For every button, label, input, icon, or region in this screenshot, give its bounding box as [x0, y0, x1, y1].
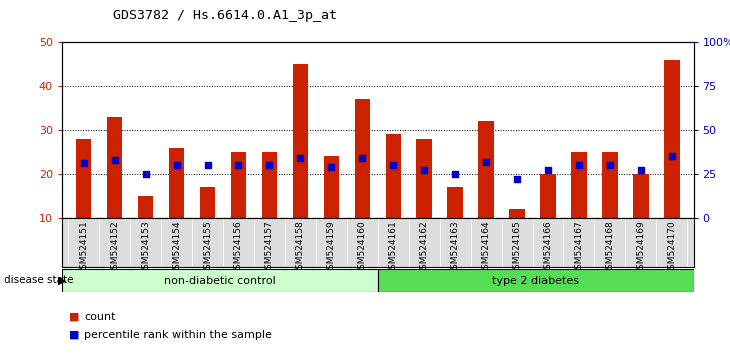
Text: GSM524161: GSM524161	[389, 220, 398, 275]
Text: ■: ■	[69, 312, 80, 322]
Point	[326, 164, 337, 170]
Point	[201, 162, 213, 168]
Text: disease state: disease state	[4, 275, 73, 285]
Text: non-diabetic control: non-diabetic control	[164, 275, 276, 286]
Bar	[107, 117, 123, 218]
Text: count: count	[84, 312, 115, 322]
Point	[139, 171, 151, 177]
Point	[233, 162, 245, 168]
Text: GSM524170: GSM524170	[667, 220, 676, 275]
Bar	[293, 64, 308, 218]
Text: GSM524152: GSM524152	[110, 220, 119, 275]
Text: ■: ■	[69, 330, 80, 339]
Text: GSM524163: GSM524163	[450, 220, 460, 275]
Bar	[572, 152, 587, 218]
Bar	[540, 174, 556, 218]
Bar	[231, 152, 246, 218]
Bar	[261, 152, 277, 218]
Text: GSM524159: GSM524159	[327, 220, 336, 275]
Text: type 2 diabetes: type 2 diabetes	[492, 275, 579, 286]
Bar	[76, 139, 91, 218]
Bar	[664, 60, 680, 218]
Text: GSM524167: GSM524167	[575, 220, 583, 275]
Bar	[169, 148, 184, 218]
Text: GSM524153: GSM524153	[141, 220, 150, 275]
Text: GSM524165: GSM524165	[512, 220, 521, 275]
Point	[480, 159, 492, 165]
Point	[356, 155, 368, 161]
Bar	[378, 269, 694, 292]
Text: GSM524155: GSM524155	[203, 220, 212, 275]
Bar	[62, 269, 378, 292]
Text: GSM524169: GSM524169	[637, 220, 645, 275]
Bar	[385, 135, 401, 218]
Bar	[478, 121, 494, 218]
Bar	[447, 187, 463, 218]
Bar	[200, 187, 215, 218]
Point	[511, 176, 523, 182]
Point	[109, 157, 120, 163]
Point	[635, 167, 647, 173]
Text: GSM524157: GSM524157	[265, 220, 274, 275]
Point	[171, 162, 182, 168]
Point	[78, 161, 90, 166]
Bar	[355, 99, 370, 218]
Text: GSM524154: GSM524154	[172, 220, 181, 275]
Text: GDS3782 / Hs.6614.0.A1_3p_at: GDS3782 / Hs.6614.0.A1_3p_at	[113, 9, 337, 22]
Point	[418, 167, 430, 173]
Text: GSM524160: GSM524160	[358, 220, 366, 275]
Text: GSM524151: GSM524151	[80, 220, 88, 275]
Text: GSM524158: GSM524158	[296, 220, 305, 275]
Point	[542, 167, 554, 173]
Text: GSM524162: GSM524162	[420, 220, 429, 275]
Point	[666, 154, 677, 159]
Bar	[510, 209, 525, 218]
Point	[388, 162, 399, 168]
Point	[450, 171, 461, 177]
Point	[604, 162, 616, 168]
Bar	[323, 156, 339, 218]
Point	[573, 162, 585, 168]
Text: GSM524168: GSM524168	[605, 220, 615, 275]
Point	[264, 162, 275, 168]
Text: GSM524164: GSM524164	[482, 220, 491, 275]
Point	[294, 155, 306, 161]
Text: GSM524156: GSM524156	[234, 220, 243, 275]
Bar	[417, 139, 432, 218]
Bar	[138, 196, 153, 218]
Text: GSM524166: GSM524166	[544, 220, 553, 275]
Bar	[602, 152, 618, 218]
Text: percentile rank within the sample: percentile rank within the sample	[84, 330, 272, 339]
Bar	[633, 174, 649, 218]
Text: ▶: ▶	[58, 275, 66, 285]
